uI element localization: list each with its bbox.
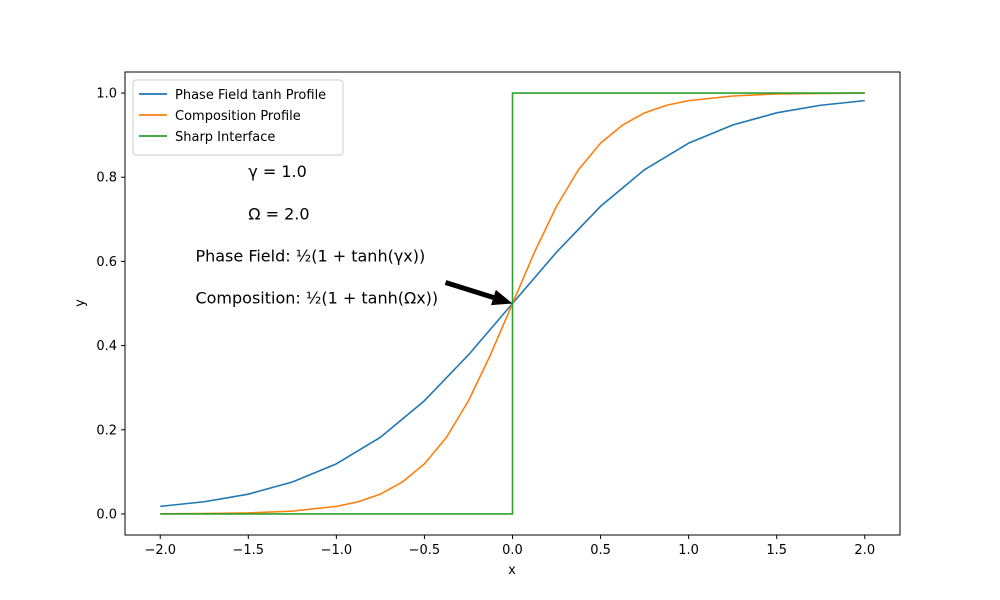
y-tick-label: 0.6 — [96, 255, 117, 270]
x-tick-label: 2.0 — [854, 543, 875, 558]
x-tick-label: 0.0 — [502, 543, 523, 558]
arrow-shaft — [444, 280, 495, 300]
arrow-annotation — [444, 280, 513, 306]
x-tick-label: −0.5 — [409, 543, 441, 558]
legend-label-1: Phase Field tanh Profile — [175, 88, 326, 103]
legend-label-3: Sharp Interface — [175, 130, 275, 145]
x-tick-label: −1.5 — [233, 543, 265, 558]
y-tick-label: 0.8 — [96, 171, 117, 186]
y-axis-label: y — [73, 299, 88, 307]
x-tick-label: 0.5 — [590, 543, 611, 558]
x-tick-label: 1.0 — [678, 543, 699, 558]
x-tick-label: −2.0 — [144, 543, 176, 558]
y-tick-label: 0.4 — [96, 339, 117, 354]
y-tick-label: 1.0 — [96, 87, 117, 102]
legend-label-2: Composition Profile — [175, 109, 301, 124]
y-tick-label: 0.0 — [96, 507, 117, 522]
annotation-text-2: Ω = 2.0 — [248, 204, 309, 223]
arrow-head — [491, 289, 513, 306]
y-axis-ticks: 0.0 0.2 0.4 0.6 0.8 1.0 — [96, 87, 125, 522]
annotation-text-3: Phase Field: ½(1 + tanh(γx)) — [195, 246, 425, 265]
legend: Phase Field tanh Profile Composition Prof… — [132, 79, 344, 156]
x-axis-ticks: −2.0 −1.5 −1.0 −0.5 0.0 0.5 1.0 1.5 2.0 — [144, 535, 875, 558]
y-tick-label: 0.2 — [96, 423, 117, 438]
annotation-text-4: Composition: ½(1 + tanh(Ωx)) — [195, 289, 438, 308]
x-axis-label: x — [508, 563, 516, 578]
legend-box — [132, 79, 344, 156]
annotations: γ = 1.0 Ω = 2.0 Phase Field: ½(1 + tanh(γx… — [195, 162, 438, 307]
x-tick-label: −1.0 — [321, 543, 353, 558]
x-tick-label: 1.5 — [766, 543, 787, 558]
annotation-text-1: γ = 1.0 — [248, 162, 307, 181]
